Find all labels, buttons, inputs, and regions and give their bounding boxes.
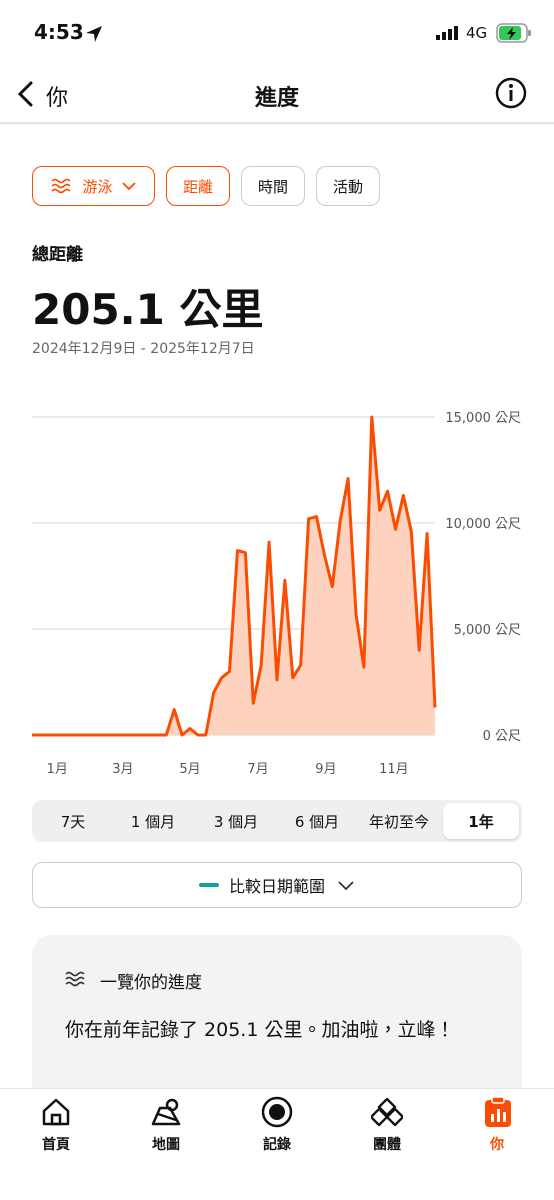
filter-pill[interactable]: 時間 bbox=[241, 166, 305, 206]
area bbox=[32, 417, 435, 735]
info-icon[interactable] bbox=[495, 77, 527, 109]
metric-label: 總距離 bbox=[32, 245, 83, 265]
range-selector bbox=[32, 800, 522, 842]
sport-filter[interactable]: 游泳 bbox=[32, 166, 155, 206]
chevron-icon bbox=[338, 881, 354, 891]
range-option[interactable]: 年初至今 bbox=[368, 812, 429, 831]
x-tick-label: 11月 bbox=[379, 762, 409, 777]
swim-icon bbox=[51, 178, 72, 194]
card-text: 你在前年記錄了 205.1 公里。加油啦，立峰！ bbox=[65, 1019, 455, 1041]
you-icon[interactable] bbox=[483, 1096, 513, 1128]
record-icon[interactable] bbox=[261, 1096, 293, 1128]
compare-label: 比較日期範圍 bbox=[228, 877, 325, 896]
map-icon[interactable] bbox=[150, 1096, 182, 1128]
range-option[interactable]: 6 個月 bbox=[294, 812, 340, 831]
y-tick-label: 15,000 公尺 bbox=[445, 411, 521, 426]
tab-label[interactable]: 團體 bbox=[373, 1137, 401, 1153]
status-network: 4G bbox=[466, 24, 488, 42]
signal-icon bbox=[436, 26, 458, 40]
date-range: 2024年12月9日 - 2025年12月7日 bbox=[32, 341, 255, 357]
filter-pill[interactable]: 活動 bbox=[316, 166, 380, 206]
range-selected-bg bbox=[443, 803, 519, 839]
filter-label: 距離 bbox=[182, 177, 213, 196]
y-tick-label: 5,000 公尺 bbox=[454, 623, 521, 638]
x-tick-label: 5月 bbox=[179, 762, 200, 777]
tab-label[interactable]: 地圖 bbox=[152, 1137, 180, 1153]
back-icon[interactable] bbox=[14, 80, 38, 108]
compare-button[interactable]: 比較日期範圍 bbox=[32, 862, 522, 908]
x-tick-label: 7月 bbox=[247, 762, 268, 777]
filter-label: 活動 bbox=[332, 177, 363, 196]
card-title: 一覽你的進度 bbox=[100, 973, 202, 993]
battery-icon bbox=[496, 23, 531, 43]
tab-label[interactable]: 你 bbox=[490, 1137, 504, 1153]
tab-label[interactable]: 記錄 bbox=[263, 1137, 291, 1153]
range-option[interactable]: 7天 bbox=[60, 812, 86, 831]
tab-label[interactable]: 首頁 bbox=[42, 1137, 70, 1153]
range-option[interactable]: 3 個月 bbox=[213, 812, 259, 831]
back-label[interactable]: 你 bbox=[46, 86, 69, 111]
filter-pill[interactable]: 距離 bbox=[166, 166, 230, 206]
line bbox=[32, 415, 437, 737]
x-tick-label: 3月 bbox=[112, 762, 133, 777]
swim-icon bbox=[65, 971, 85, 987]
chevron-icon bbox=[121, 182, 136, 191]
chart: 0 公尺 5,000 公尺 10,000 公尺 15,000 公尺 1月 3月 5月 7月 9月… bbox=[32, 411, 521, 777]
filter-label: 游泳 bbox=[82, 177, 113, 196]
range-option[interactable]: 1 個月 bbox=[130, 812, 176, 831]
nav-divider bbox=[0, 122, 554, 126]
x-tick-label: 9月 bbox=[315, 762, 336, 777]
groups-icon[interactable] bbox=[371, 1096, 403, 1128]
metric-value: 205.1 公里 bbox=[32, 285, 264, 334]
status-time: 4:53 bbox=[34, 20, 84, 44]
location-icon bbox=[86, 26, 102, 42]
home-icon[interactable] bbox=[40, 1096, 72, 1128]
compare-swatch bbox=[198, 883, 219, 887]
y-tick-label: 0 公尺 bbox=[483, 729, 521, 744]
filter-label: 時間 bbox=[257, 177, 288, 196]
nav-title: 進度 bbox=[254, 86, 299, 111]
y-tick-label: 10,000 公尺 bbox=[445, 517, 521, 532]
x-tick-label: 1月 bbox=[47, 762, 68, 777]
range-option[interactable]: 1年 bbox=[468, 812, 494, 831]
